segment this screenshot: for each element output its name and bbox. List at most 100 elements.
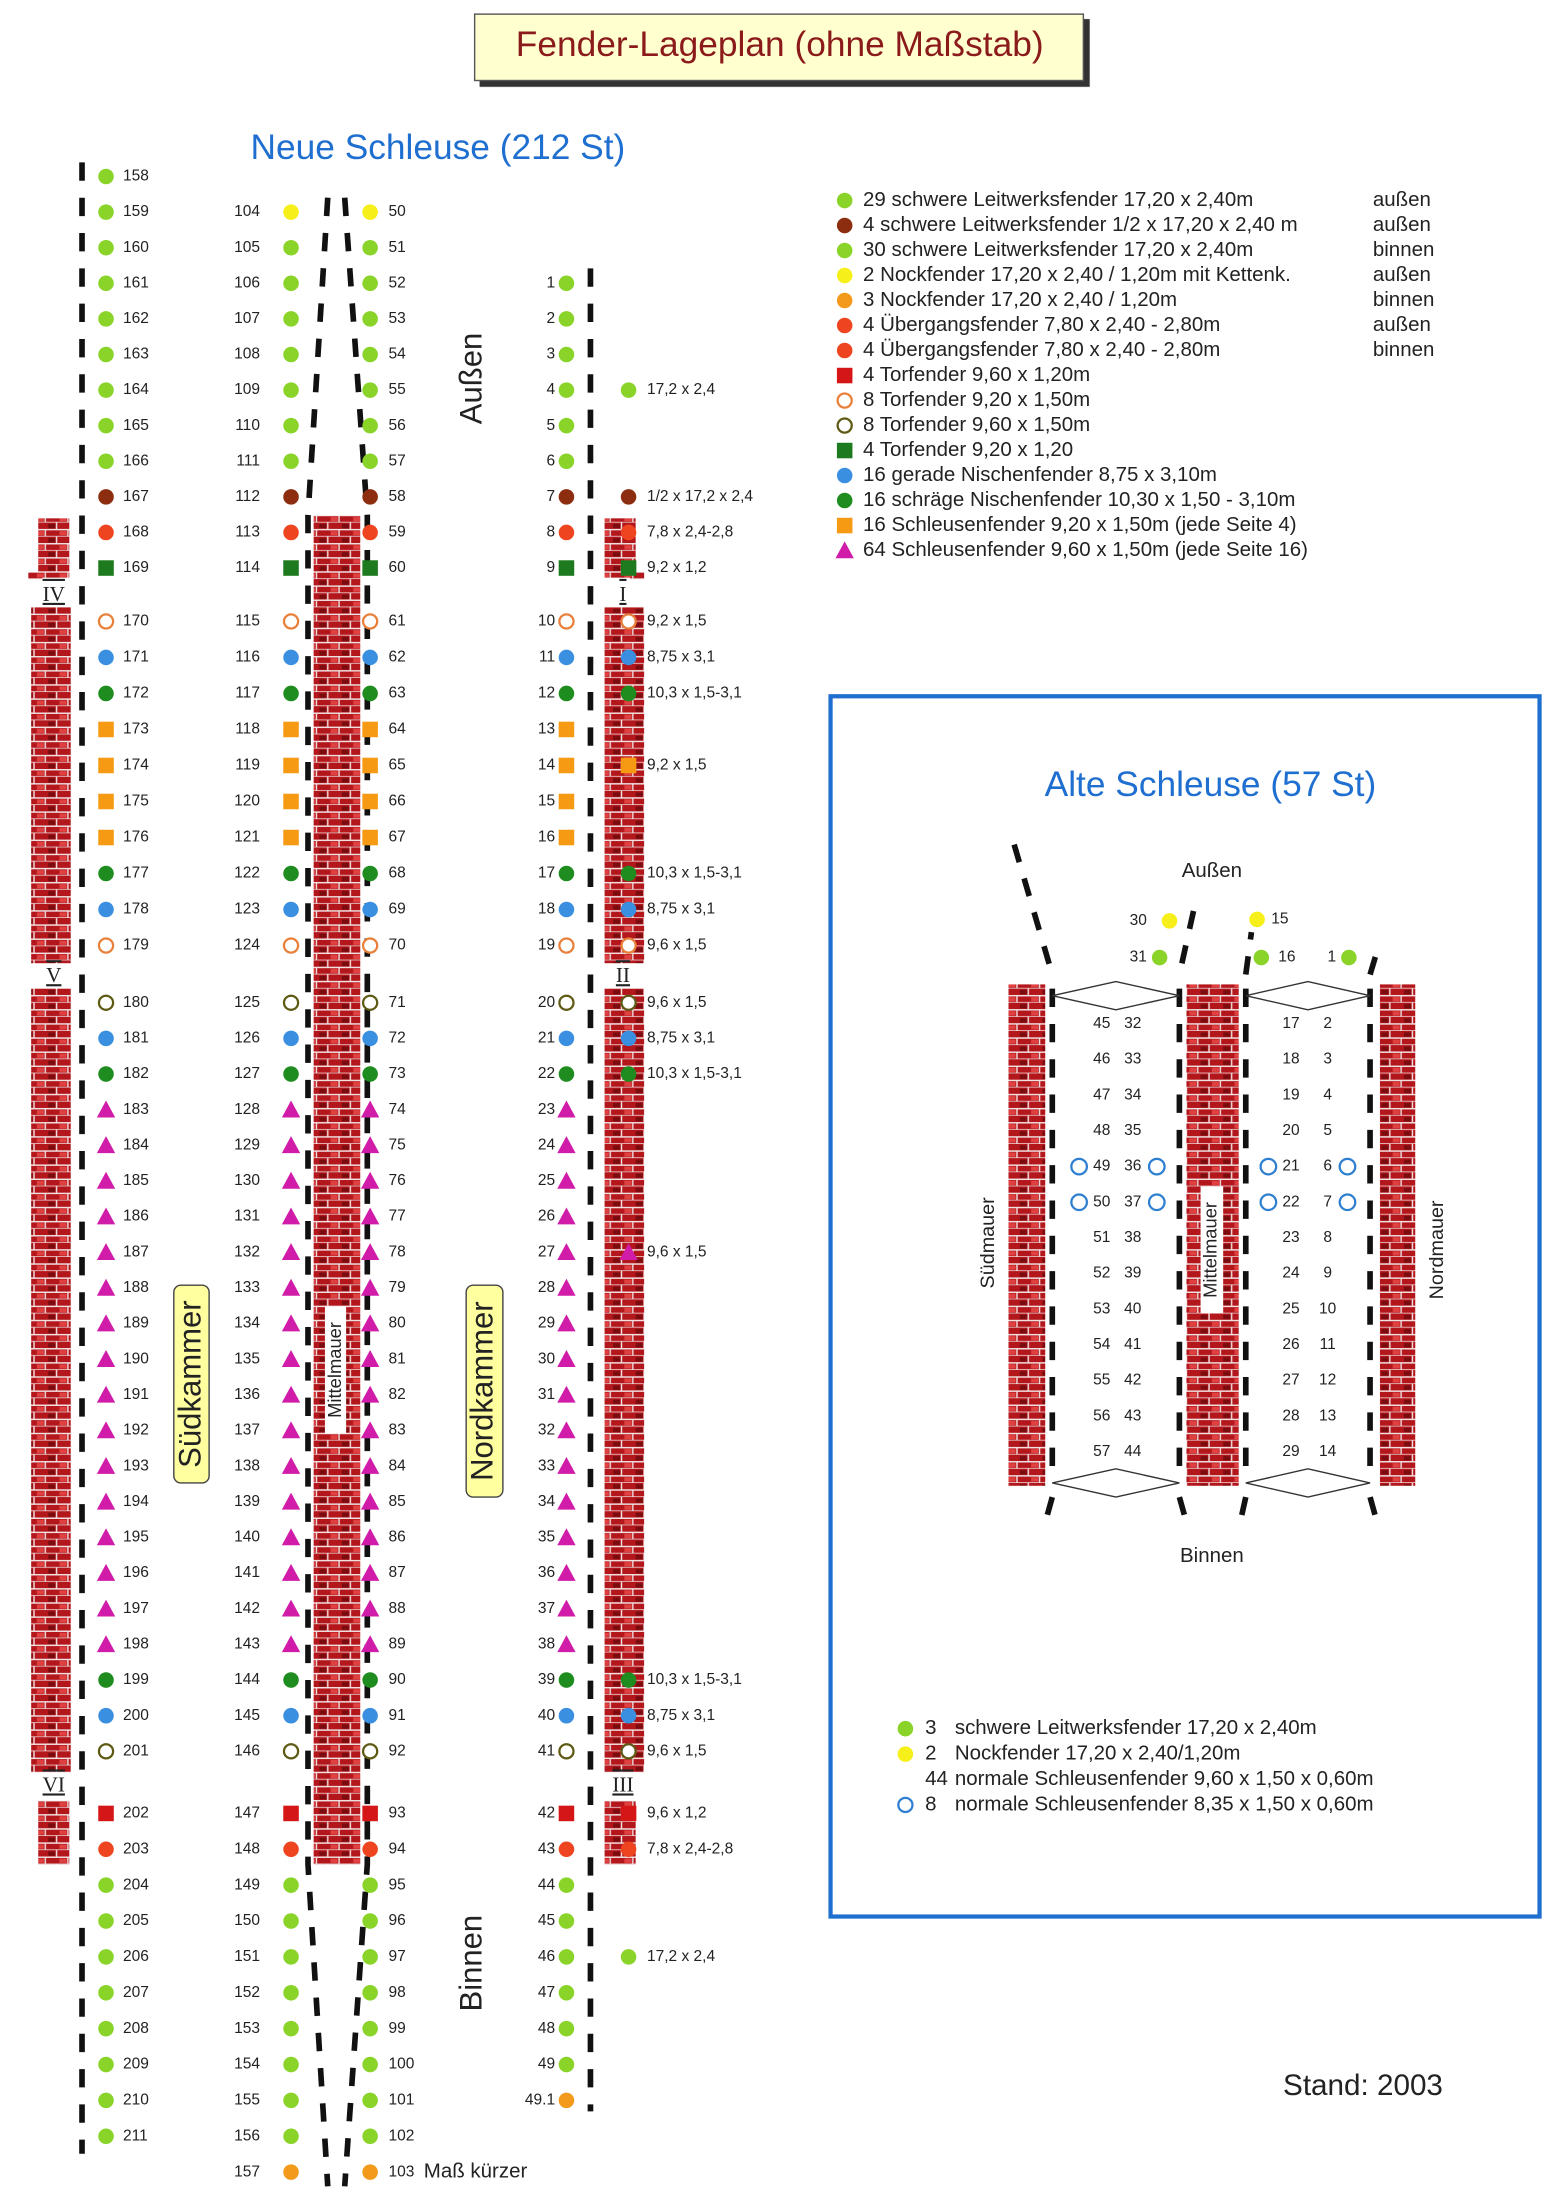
legend-text: 8 Torfender 9,20 x 1,50m — [863, 388, 1090, 411]
fender-label: 6 — [547, 452, 556, 469]
fender-symbol — [362, 1949, 378, 1965]
fender-symbol — [558, 1913, 575, 1929]
fender-label: 125 — [234, 994, 260, 1011]
fender-symbol — [283, 1030, 299, 1047]
fender-label: 152 — [234, 1984, 260, 2001]
fender-symbol — [362, 417, 378, 434]
fender-symbol — [283, 453, 299, 470]
fender-symbol — [96, 1528, 116, 1546]
fender-label: 94 — [388, 1840, 406, 1857]
fender-label: 209 — [123, 2056, 149, 2073]
fender-label: 4 — [547, 381, 556, 398]
fender-note: 7,8 x 2,4-2,8 — [647, 524, 733, 541]
roman-label: III — [612, 1772, 633, 1796]
fender-label: 31 — [538, 1386, 555, 1403]
fender-label: 211 — [123, 2127, 148, 2144]
fender-symbol — [281, 1421, 301, 1439]
fender-label: 160 — [123, 239, 149, 256]
fender-label: 80 — [388, 1315, 406, 1332]
fender-symbol — [620, 524, 637, 541]
fender-label: 91 — [388, 1707, 405, 1724]
fender-symbol — [557, 1563, 576, 1581]
fender-label: 164 — [123, 381, 149, 398]
fender-label: 53 — [388, 310, 405, 327]
fender-symbol — [283, 1805, 299, 1822]
fender-label: 21 — [1282, 1158, 1299, 1175]
fender-label: 14 — [1319, 1443, 1337, 1460]
fender-symbol — [836, 442, 853, 459]
fender-symbol — [1147, 1193, 1166, 1212]
fender-symbol — [283, 757, 299, 774]
fender-note: 10,3 x 1,5-3,1 — [647, 865, 742, 882]
fender-symbol — [836, 242, 853, 259]
fender-label: 79 — [388, 1279, 405, 1296]
fender-symbol — [557, 1421, 576, 1439]
fender-label: 112 — [235, 488, 260, 505]
fender-label: 199 — [123, 1671, 149, 1688]
fender-note: 9,6 x 1,5 — [647, 937, 707, 954]
fender-label: 18 — [1282, 1051, 1299, 1068]
fender-label: 165 — [123, 417, 149, 434]
fender-symbol — [360, 1563, 380, 1581]
fender-symbol — [283, 685, 299, 702]
fender-symbol — [283, 865, 299, 882]
content: 1581591601611621631641651661671681691701… — [43, 168, 1448, 2183]
fender-symbol — [98, 1066, 114, 1082]
fender-label: 69 — [388, 901, 405, 918]
fender-symbol — [557, 1171, 576, 1189]
fender-label: 93 — [388, 1805, 405, 1822]
fender-label: 3 — [547, 346, 556, 363]
fender-label: 60 — [388, 559, 406, 576]
fender-label: 203 — [123, 1840, 149, 1857]
fender-label: 178 — [123, 901, 149, 918]
dashed-lines — [79, 162, 1382, 2187]
fender-symbol — [281, 1136, 301, 1154]
fender-symbol — [362, 2020, 378, 2037]
fender-note: 9,6 x 1,5 — [647, 1243, 707, 1260]
fender-label: 123 — [234, 901, 260, 918]
fender-label: 154 — [234, 2056, 260, 2073]
fender-label: 25 — [538, 1172, 555, 1189]
fender-symbol — [283, 1949, 299, 1965]
fender-symbol — [360, 1528, 380, 1546]
fender-label: 179 — [123, 937, 149, 954]
fender-label: 95 — [388, 1876, 405, 1893]
fender-label: 101 — [388, 2092, 414, 2109]
fender-symbol — [96, 1385, 116, 1403]
fender-symbol — [360, 1314, 380, 1332]
fender-symbol — [96, 1207, 116, 1225]
fender-label: 20 — [538, 994, 556, 1011]
fender-symbol — [362, 1985, 378, 2001]
fender-label: 90 — [388, 1671, 406, 1688]
fender-label: 81 — [388, 1350, 405, 1367]
fender-symbol — [98, 865, 114, 882]
fender-label: 186 — [123, 1208, 149, 1225]
fender-label: 149 — [234, 1876, 260, 1893]
label-nordmauer: Nordmauer — [1426, 1200, 1448, 1299]
legend-text: Nockfender 17,20 x 2,40/1,20m — [955, 1742, 1241, 1765]
fender-label: 129 — [234, 1136, 260, 1153]
fender-symbol — [1341, 949, 1357, 966]
fender-symbol — [362, 1066, 378, 1082]
fender-label: 119 — [235, 757, 260, 774]
fender-symbol — [558, 311, 575, 327]
fender-label: 27 — [538, 1243, 555, 1260]
fender-symbol — [1338, 1193, 1357, 1212]
label-box — [465, 1284, 504, 1498]
fender-label: 11 — [1320, 1336, 1336, 1353]
fender-symbol — [98, 239, 114, 256]
fender-label: 43 — [1124, 1407, 1141, 1424]
fender-label: 173 — [123, 721, 149, 738]
fender-symbol — [96, 1563, 116, 1581]
fender-label: 31 — [1130, 949, 1147, 966]
fender-symbol — [620, 1672, 637, 1688]
fender-label: 51 — [1093, 1229, 1110, 1246]
fender-symbol — [836, 342, 853, 359]
fender-symbol — [620, 1949, 637, 1965]
fender-label: 156 — [234, 2127, 260, 2144]
legend-text: normale Schleusenfender 9,60 x 1,50 x 0,… — [955, 1767, 1374, 1790]
fender-label: 4 — [1323, 1086, 1332, 1103]
fender-label: 52 — [1093, 1265, 1110, 1282]
fender-note: 9,2 x 1,2 — [647, 559, 707, 576]
fender-symbol — [361, 613, 379, 630]
